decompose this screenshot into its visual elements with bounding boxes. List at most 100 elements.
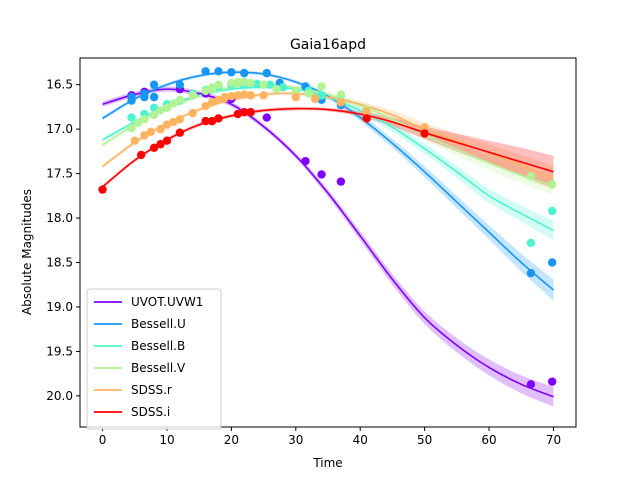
data-point-uvot-uvw1 (526, 380, 536, 389)
data-point-sdss-i (207, 116, 217, 126)
data-point-bessell-v (259, 80, 268, 89)
x-tick-label: 0 (99, 433, 107, 447)
data-point-sdss-r (188, 108, 197, 118)
data-point-bessell-u (526, 268, 536, 278)
data-point-bessell-u (175, 80, 185, 89)
data-point-bessell-u (127, 92, 136, 102)
data-point-bessell-v (188, 91, 197, 100)
data-point-bessell-v (149, 110, 159, 120)
x-tick-label: 20 (224, 433, 239, 447)
x-tick-label: 40 (353, 433, 368, 447)
plot-frame (79, 57, 577, 428)
x-tick-label: 50 (417, 433, 432, 447)
data-point-bessell-v (233, 77, 243, 87)
data-point-sdss-r (233, 91, 243, 100)
model-line-bessell-u (102, 71, 554, 291)
data-point-sdss-r (140, 131, 149, 140)
data-point-sdss-r (207, 98, 217, 107)
data-point-sdss-i (420, 129, 429, 138)
data-point-sdss-i (156, 140, 165, 149)
y-tick-label: 19.5 (46, 344, 73, 358)
data-point-bessell-u (201, 67, 210, 76)
legend-label: Bessell.V (131, 361, 186, 375)
data-point-sdss-r (201, 101, 210, 111)
data-point-uvot-uvw1 (317, 170, 326, 179)
data-point-bessell-b (547, 206, 557, 216)
data-point-sdss-r (362, 107, 371, 116)
data-point-bessell-b (526, 238, 536, 248)
data-point-uvot-uvw1 (547, 377, 557, 386)
x-tick-label: 30 (288, 433, 303, 447)
plot-contents (98, 67, 557, 407)
data-point-sdss-r (169, 117, 178, 127)
data-point-bessell-b (252, 79, 262, 88)
data-point-bessell-v (227, 78, 236, 88)
data-point-bessell-v (547, 180, 557, 189)
data-point-bessell-v (169, 99, 178, 108)
y-tick-label: 20.0 (46, 389, 73, 403)
data-point-sdss-i (233, 109, 243, 119)
data-point-bessell-v (526, 172, 536, 181)
data-point-bessell-b (127, 113, 136, 122)
y-tick-label: 17.5 (46, 167, 73, 181)
legend-label: Bessell.U (131, 317, 186, 331)
x-tick-label: 70 (546, 433, 561, 447)
y-tick-label: 17.0 (46, 122, 73, 136)
plot-area: 0 10 20 30 40 50 60 70 16.5 17.0 17.5 18.0 18.5 19.0 1… (46, 57, 577, 447)
data-point-sdss-i (149, 143, 159, 153)
data-point-bessell-b (149, 103, 159, 112)
data-point-sdss-r (227, 92, 236, 101)
data-point-sdss-r (246, 91, 255, 100)
y-tick-label: 18.0 (46, 211, 73, 225)
data-point-sdss-r (220, 92, 230, 102)
legend-label: SDSS.r (131, 383, 172, 397)
data-point-bessell-u (547, 258, 557, 267)
data-point-bessell-v (201, 86, 210, 96)
data-point-uvot-uvw1 (262, 113, 272, 122)
chart-title: Gaia16apd (290, 37, 366, 53)
data-point-sdss-i (201, 116, 210, 126)
legend-label: UVOT.UVW1 (131, 295, 203, 309)
y-tick-label: 19.0 (46, 300, 73, 314)
data-point-sdss-i (214, 114, 223, 123)
y-axis-label: Absolute Magnitudes (20, 189, 34, 315)
data-point-uvot-uvw1 (336, 177, 346, 186)
data-point-bessell-v (156, 106, 165, 115)
data-point-sdss-r (420, 123, 429, 132)
data-point-sdss-i (175, 128, 185, 137)
x-tick-label: 60 (481, 433, 496, 447)
data-point-bessell-b (317, 91, 326, 100)
data-point-bessell-u (240, 68, 249, 78)
data-point-bessell-u (149, 92, 159, 102)
data-point-bessell-u (214, 67, 223, 76)
data-point-sdss-i (240, 108, 249, 117)
x-axis-label: Time (312, 456, 342, 470)
data-point-bessell-v (162, 103, 172, 112)
data-point-sdss-r (336, 98, 346, 107)
data-point-bessell-u (262, 68, 272, 78)
data-point-bessell-v (304, 89, 313, 98)
data-point-sdss-r (259, 91, 268, 100)
data-point-uvot-uvw1 (301, 156, 310, 166)
model-band-sdss-r (102, 91, 554, 191)
data-point-sdss-i (98, 185, 107, 194)
data-point-bessell-b (265, 80, 275, 89)
data-point-bessell-v (240, 77, 249, 87)
y-tick-label: 16.5 (46, 78, 73, 92)
legend: UVOT.UVW1 Bessell.U Bessell.B Bessell.V SDSS… (86, 288, 222, 430)
legend-label: Bessell.B (131, 339, 185, 353)
data-point-sdss-r (156, 124, 165, 134)
data-point-bessell-v (127, 124, 136, 133)
model-band-uvot-uvw1 (102, 86, 554, 407)
data-point-sdss-i (162, 136, 172, 145)
data-point-bessell-v (336, 90, 346, 99)
data-point-sdss-r (310, 94, 320, 104)
data-point-sdss-r (130, 136, 139, 145)
data-point-bessell-b (278, 83, 288, 92)
model-band-sdss-i (102, 106, 554, 189)
data-point-bessell-u (149, 80, 159, 89)
data-point-bessell-v (246, 78, 255, 88)
data-point-sdss-r (146, 127, 156, 136)
